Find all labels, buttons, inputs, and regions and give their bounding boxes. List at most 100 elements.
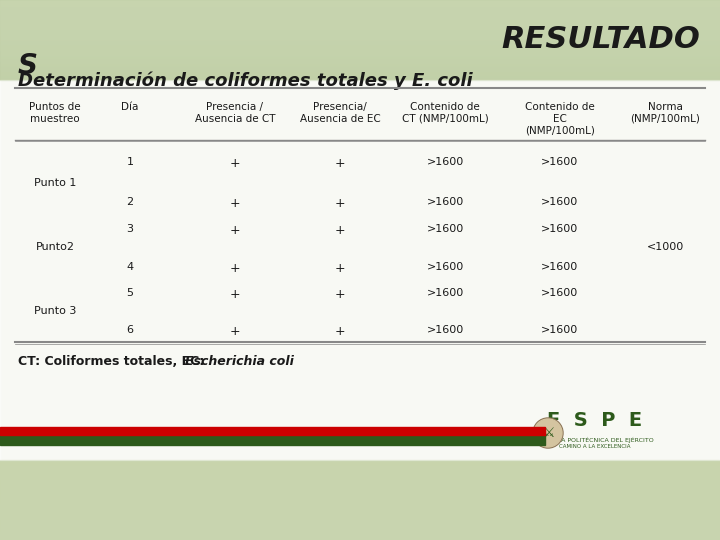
Bar <box>0 40 720 41</box>
Bar <box>0 28 720 29</box>
Text: Presencia /
Ausencia de CT: Presencia / Ausencia de CT <box>194 102 275 124</box>
Text: CT: Coliformes totales, EC:: CT: Coliformes totales, EC: <box>18 355 209 368</box>
Bar <box>0 464 720 465</box>
Bar <box>0 526 720 527</box>
Bar <box>0 39 720 40</box>
Bar <box>0 495 720 496</box>
Bar <box>0 70 720 71</box>
Bar <box>0 50 720 51</box>
Text: +: + <box>335 224 346 237</box>
Text: Contenido de
CT (NMP/100mL): Contenido de CT (NMP/100mL) <box>402 102 488 124</box>
Bar <box>0 527 720 528</box>
Circle shape <box>534 419 562 447</box>
Bar <box>0 485 720 486</box>
Bar <box>0 512 720 513</box>
Bar <box>0 79 720 80</box>
Bar <box>0 518 720 519</box>
Bar <box>0 539 720 540</box>
Bar <box>0 10 720 11</box>
Bar <box>0 34 720 35</box>
Bar <box>0 69 720 70</box>
Text: >1600: >1600 <box>426 224 464 234</box>
Bar <box>0 80 720 460</box>
Bar <box>0 17 720 18</box>
Text: Punto2: Punto2 <box>35 242 74 252</box>
Text: 5: 5 <box>127 288 133 298</box>
Bar <box>0 525 720 526</box>
Text: Contenido de
EC
(NMP/100mL): Contenido de EC (NMP/100mL) <box>525 102 595 135</box>
Bar <box>0 21 720 22</box>
Bar <box>0 44 720 45</box>
Text: Norma
(NMP/100mL): Norma (NMP/100mL) <box>630 102 700 124</box>
Bar <box>0 49 720 50</box>
Text: S: S <box>18 52 38 80</box>
Bar <box>0 46 720 47</box>
Bar <box>0 55 720 56</box>
Bar <box>0 48 720 49</box>
Bar <box>0 511 720 512</box>
Bar <box>0 469 720 470</box>
Bar <box>0 491 720 492</box>
Bar <box>0 74 720 75</box>
Bar <box>0 465 720 466</box>
Bar <box>0 5 720 6</box>
Text: >1600: >1600 <box>541 288 579 298</box>
Bar <box>0 14 720 15</box>
Bar <box>0 26 720 27</box>
Bar <box>0 53 720 54</box>
Bar <box>0 73 720 74</box>
Bar <box>0 520 720 521</box>
Bar <box>0 18 720 19</box>
Text: >1600: >1600 <box>426 288 464 298</box>
Bar <box>0 43 720 44</box>
Bar <box>0 76 720 77</box>
Bar <box>0 462 720 463</box>
Text: E  S  P  E: E S P E <box>547 410 642 429</box>
Text: Determinación de coliformes totales y E. coli: Determinación de coliformes totales y E.… <box>18 72 472 91</box>
Bar <box>0 3 720 4</box>
Bar <box>0 58 720 59</box>
Bar <box>0 47 720 48</box>
Bar <box>0 52 720 53</box>
Bar <box>0 505 720 506</box>
Circle shape <box>533 418 563 448</box>
Bar <box>0 507 720 508</box>
Text: 1: 1 <box>127 157 133 167</box>
Bar <box>0 506 720 507</box>
Bar <box>0 72 720 73</box>
Bar <box>0 54 720 55</box>
Bar <box>0 484 720 485</box>
Bar <box>0 524 720 525</box>
Bar <box>0 78 720 79</box>
Text: Presencia/
Ausencia de EC: Presencia/ Ausencia de EC <box>300 102 380 124</box>
Bar <box>0 22 720 23</box>
Bar <box>0 482 720 483</box>
Bar <box>0 466 720 467</box>
Bar <box>0 494 720 495</box>
Bar <box>0 497 720 498</box>
Bar <box>0 476 720 477</box>
Bar <box>0 516 720 517</box>
Bar <box>0 514 720 515</box>
Bar <box>0 498 720 499</box>
Text: Día: Día <box>121 102 139 112</box>
Bar <box>0 486 720 487</box>
Bar <box>0 473 720 474</box>
Bar <box>0 60 720 61</box>
Text: >1600: >1600 <box>541 262 579 272</box>
Bar <box>0 492 720 493</box>
Bar <box>0 477 720 478</box>
Bar <box>0 528 720 529</box>
Bar <box>0 509 720 510</box>
Text: 4: 4 <box>127 262 134 272</box>
Bar <box>0 515 720 516</box>
Bar <box>0 468 720 469</box>
Text: ⚔: ⚔ <box>541 426 554 440</box>
Text: +: + <box>230 197 240 210</box>
Text: >1600: >1600 <box>541 197 579 207</box>
Bar <box>0 57 720 58</box>
Text: >1600: >1600 <box>426 157 464 167</box>
Bar <box>0 513 720 514</box>
Text: 2: 2 <box>127 197 134 207</box>
Bar <box>0 517 720 518</box>
